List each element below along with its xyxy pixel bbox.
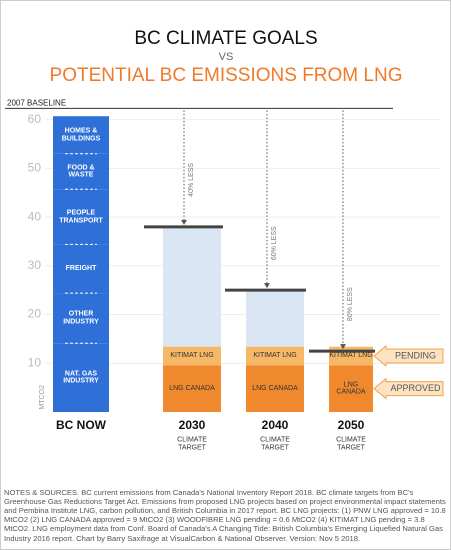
lng-segment [329,365,373,412]
arrow-head [181,219,187,225]
x-tick-sublabel: CLIMATE TARGET [260,436,290,451]
vs: VS [219,51,234,63]
y-axis-label: MTCO2 [39,385,46,410]
segment-label: HOMES & BUILDINGS [61,127,101,142]
x-tick-label: 2030 [179,418,206,432]
lng-segment [163,365,221,412]
target-room [163,226,221,347]
y-tick-label: 60 [28,112,42,126]
target-room [246,290,304,347]
arrow-head [264,283,270,289]
lng-segment [246,365,304,412]
y-tick-label: 10 [28,355,42,369]
bc-now-segment [53,153,109,190]
bc-now-segment [53,293,109,344]
lng-label: LNG CANADA [252,384,298,392]
bc-now-segment [53,343,109,412]
chart-title: BC CLIMATE GOALS [134,28,317,49]
y-tick-label: 50 [28,161,42,175]
segment-label: OTHER INDUSTRY [63,310,99,326]
segment-label: FREIGHT [65,264,97,272]
segment-label: NAT. GAS INDUSTRY [63,369,99,385]
lng-label: LNG CANADA [169,384,215,392]
lng-label: LNG CANADA [336,380,366,396]
lng-label: KITIMAT LNG [170,352,214,360]
y-tick-label: 40 [28,209,42,223]
y-tick-label: 20 [28,307,42,321]
segment-label: PEOPLE TRANSPORT [59,209,103,224]
notes: NOTES & SOURCES. BC current emissions fr… [4,488,446,543]
bc-now-segment [53,116,109,154]
reduction-label: 40% LESS [188,163,195,197]
status-arrow [373,344,444,368]
reduction-label: 60% LESS [271,226,278,260]
y-tick-label: 30 [28,258,42,272]
reduction-label: 80% LESS [347,287,354,321]
x-tick-sublabel: CLIMATE TARGET [177,436,207,451]
x-tick-label: 2040 [262,418,289,432]
x-tick-label: BC NOW [56,418,107,432]
status-label: PENDING [395,350,436,360]
x-tick-label: 2050 [338,418,365,432]
x-tick-sublabel: CLIMATE TARGET [336,436,366,451]
chart-subtitle: POTENTIAL BC EMISSIONS FROM LNG [50,65,403,86]
bc-now-segment [53,244,109,294]
segment-label: FOOD & WASTE [67,163,95,179]
lng-segment [163,346,221,366]
bc-now-segment [53,189,109,245]
lng-label: KITIMAT LNG [253,352,297,360]
baseline-label: 2007 BASELINE [7,99,66,108]
lng-label: KITIMAT LNG [329,352,373,360]
lng-segment [246,346,304,366]
arrow-head [340,344,346,350]
status-arrow [373,377,444,400]
status-label: APPROVED [390,383,441,393]
